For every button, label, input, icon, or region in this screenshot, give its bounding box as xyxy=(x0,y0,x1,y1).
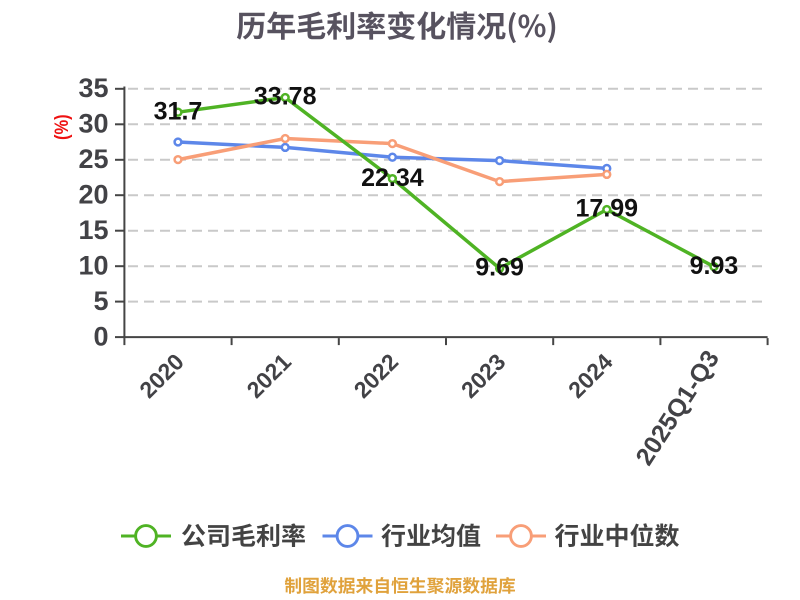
svg-text:15: 15 xyxy=(78,215,108,245)
svg-text:33.78: 33.78 xyxy=(254,83,317,111)
svg-text:30: 30 xyxy=(78,109,108,139)
svg-text:0: 0 xyxy=(93,321,108,351)
svg-text:9.93: 9.93 xyxy=(690,252,739,280)
svg-text:17.99: 17.99 xyxy=(576,195,639,223)
svg-text:35: 35 xyxy=(78,73,108,103)
svg-text:5: 5 xyxy=(93,286,108,316)
svg-text:22.34: 22.34 xyxy=(361,164,424,192)
svg-text:20: 20 xyxy=(78,180,108,210)
svg-text:(%): (%) xyxy=(51,114,73,140)
svg-text:10: 10 xyxy=(78,251,108,281)
svg-text:9.69: 9.69 xyxy=(475,254,524,282)
svg-text:31.7: 31.7 xyxy=(154,97,203,125)
svg-text:25: 25 xyxy=(78,144,108,174)
